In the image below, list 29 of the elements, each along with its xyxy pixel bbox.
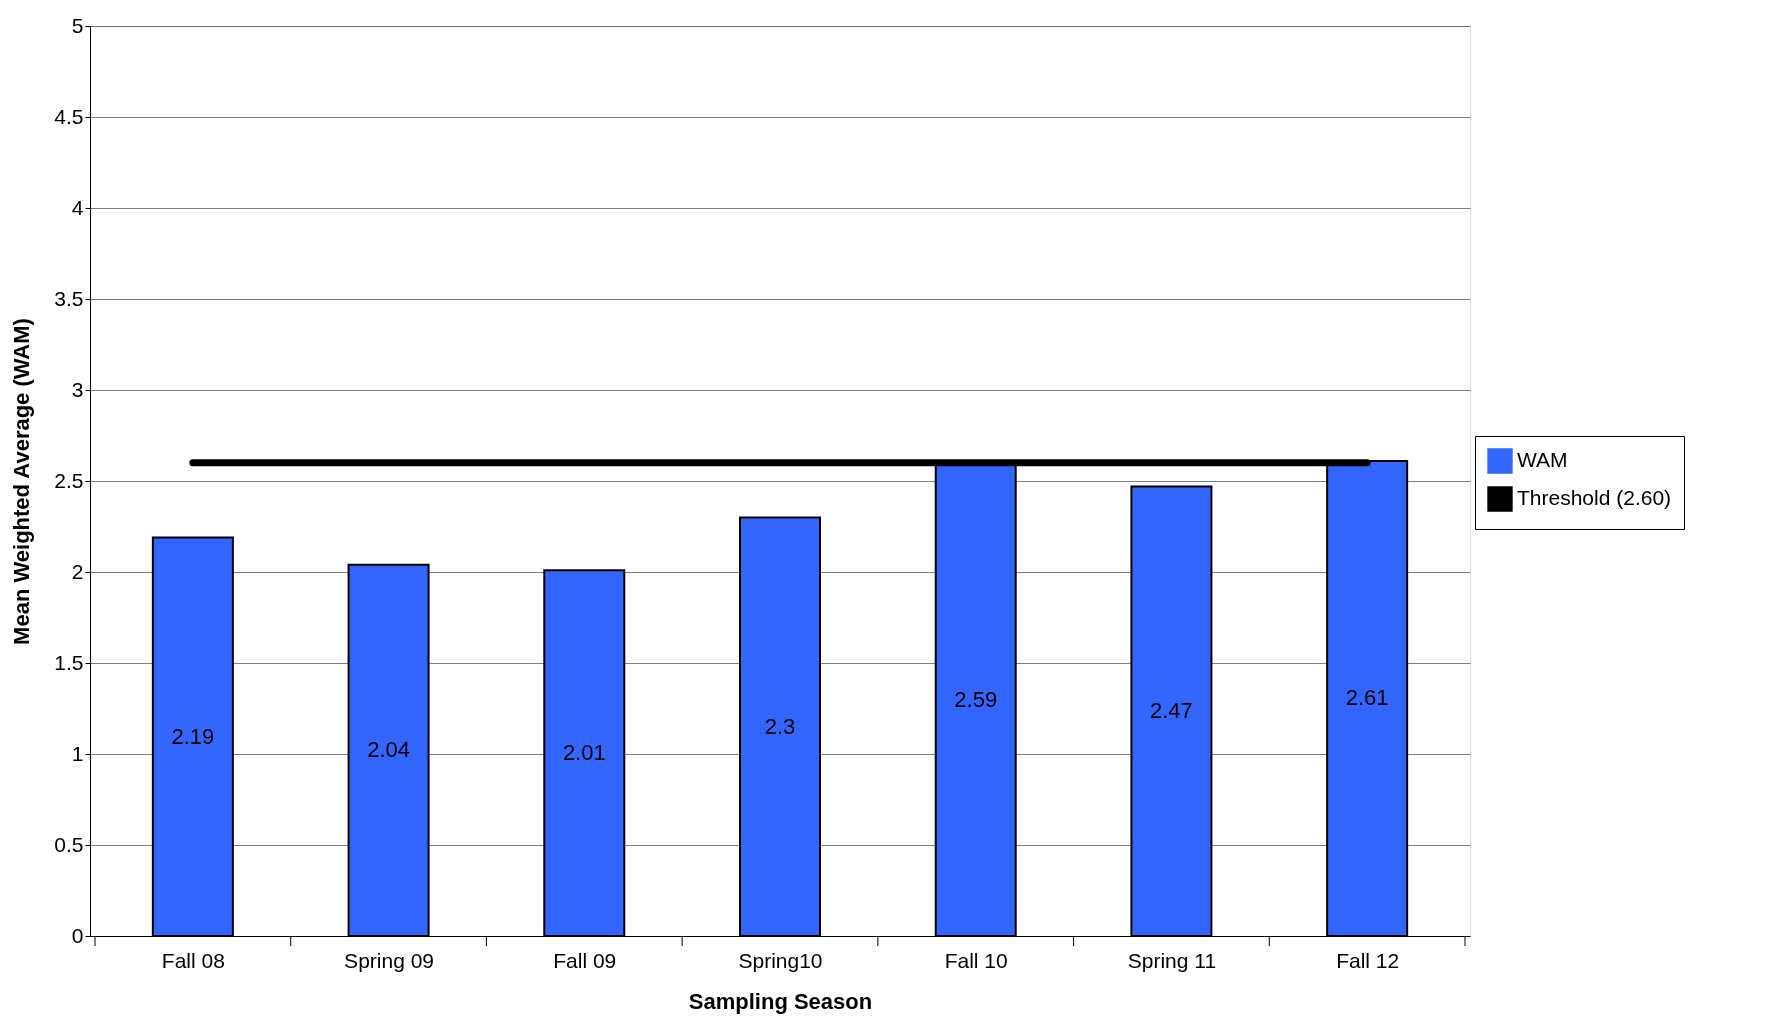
x-tick-label: Spring 11 [1127,948,1217,972]
y-tick-label: 3.5 [54,286,84,310]
x-axis-title: Sampling Season [688,988,873,1014]
y-tick-label: 1 [71,741,84,765]
y-tick-label: 5 [71,13,84,37]
y-tick-label: 2 [71,559,84,583]
x-tick-label: Fall 10 [944,948,1008,972]
x-tick-label: Fall 12 [1336,948,1400,972]
x-tick-label: Spring10 [738,948,823,972]
data-label: 2.47 [1150,698,1193,724]
y-tick-label: 2.5 [54,468,84,492]
y-tick-label: 0.5 [54,832,84,856]
data-label: 2.19 [171,723,215,749]
x-tick-label: Fall 08 [161,948,225,972]
x-tick-label: Fall 09 [553,948,617,972]
data-label: 2.61 [1345,685,1389,711]
x-tick-label: Spring 09 [344,948,435,972]
data-label: 2.01 [562,740,606,766]
data-label: 2.04 [367,737,410,763]
data-label: 2.59 [954,687,998,713]
y-tick-label: 4.5 [54,104,84,128]
legend-label: WAM [1517,448,1568,471]
y-tick-label: 0 [71,923,84,947]
y-axis-title: Mean Weighted Average (WAM) [9,318,35,645]
legend-label: Threshold (2.60) [1517,486,1672,509]
data-label: 2.3 [764,713,796,739]
y-tick-label: 4 [71,195,84,219]
y-tick-label: 1.5 [54,650,84,674]
y-tick-label: 3 [71,377,84,401]
